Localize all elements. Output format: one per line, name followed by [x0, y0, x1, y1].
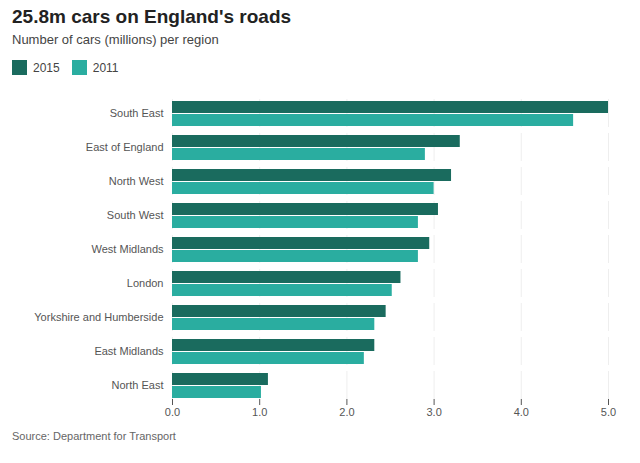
html-text:2015: 2015: [33, 60, 60, 75]
html-text:2011: 2011: [92, 60, 119, 75]
svg-text:North East: North East: [112, 379, 164, 391]
svg-text:East Midlands: East Midlands: [94, 345, 164, 357]
svg-text:5.0: 5.0: [601, 406, 616, 418]
svg-text:2.0: 2.0: [339, 406, 354, 418]
svg-text:West Midlands: West Midlands: [92, 243, 164, 255]
svg-text:South East: South East: [110, 107, 164, 119]
svg-text:North West: North West: [109, 175, 164, 187]
svg-text:1.0: 1.0: [252, 406, 267, 418]
svg-text:London: London: [127, 277, 164, 289]
svg-text:0.0: 0.0: [165, 406, 180, 418]
svg-text:Yorkshire and Humberside: Yorkshire and Humberside: [34, 311, 163, 323]
svg-text:4.0: 4.0: [514, 406, 529, 418]
svg-text:East of England: East of England: [86, 141, 164, 153]
svg-text:South West: South West: [107, 209, 164, 221]
svg-text:3.0: 3.0: [426, 406, 441, 418]
html-text:Source: Department for Transpo: Source: Department for Transport: [12, 430, 176, 442]
html-text:Number of cars (millions) per: Number of cars (millions) per region: [12, 32, 219, 47]
html-text:25.8m cars on England's roads: 25.8m cars on England's roads: [12, 6, 292, 27]
